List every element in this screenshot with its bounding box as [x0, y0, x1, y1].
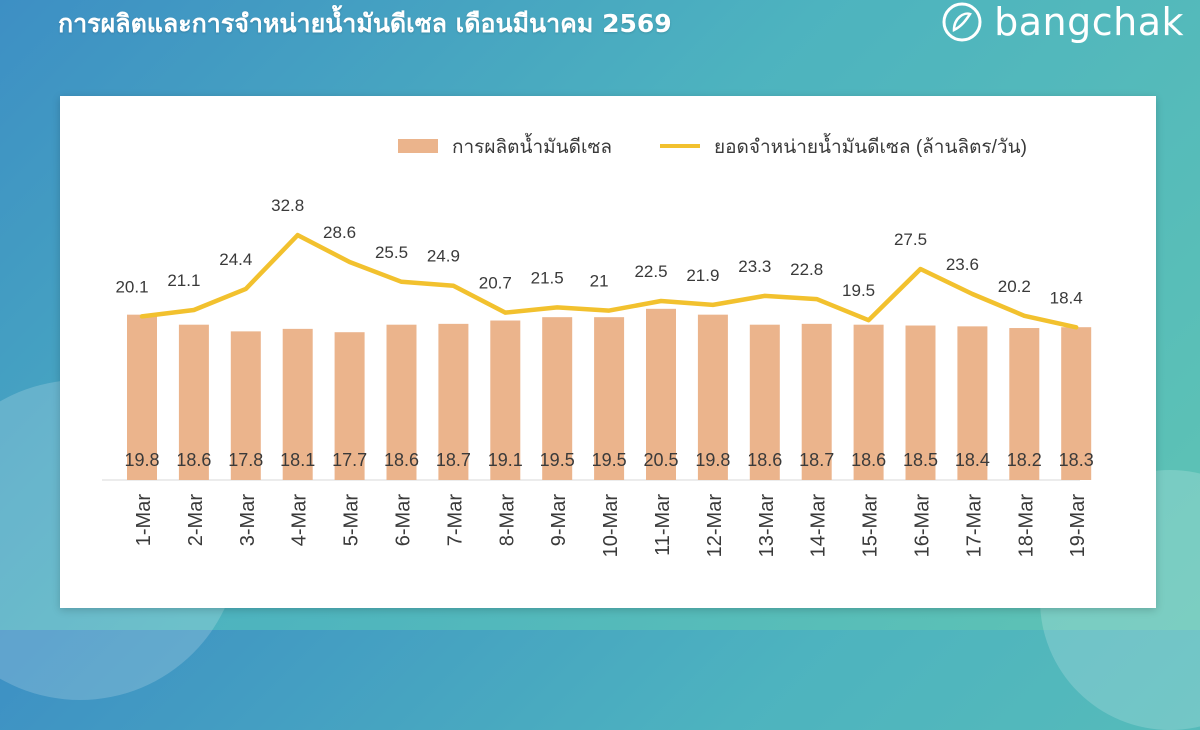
x-tick-label: 9-Mar — [548, 494, 570, 547]
brand-logo: bangchak — [940, 0, 1184, 44]
x-tick-label: 13-Mar — [756, 494, 778, 558]
sales-value-label: 28.6 — [323, 223, 356, 242]
sales-value-label: 32.8 — [271, 196, 304, 215]
production-value-label: 18.2 — [1007, 450, 1042, 470]
sales-value-label: 22.8 — [790, 260, 823, 279]
production-value-label: 18.7 — [436, 450, 471, 470]
production-value-label: 18.6 — [747, 450, 782, 470]
x-tick-label: 14-Mar — [808, 494, 830, 558]
x-tick-label: 2-Mar — [185, 494, 207, 547]
production-value-label: 19.1 — [488, 450, 523, 470]
production-value-label: 19.8 — [124, 450, 159, 470]
sales-value-label: 22.5 — [634, 262, 667, 281]
x-tick-label: 12-Mar — [704, 494, 726, 558]
x-tick-label: 3-Mar — [237, 494, 259, 547]
bar-value-labels: 19.8 18.6 17.8 18.1 17.7 18.6 18.7 19.1 19.5 19.5… — [124, 450, 1093, 470]
x-tick-label: 17-Mar — [963, 494, 985, 558]
x-tick-label: 18-Mar — [1015, 494, 1037, 558]
production-value-label: 18.3 — [1059, 450, 1094, 470]
production-value-label: 18.7 — [799, 450, 834, 470]
chart-panel: การผลิตน้ำมันดีเซล ยอดจำหน่ายน้ำมันดีเซล… — [60, 96, 1156, 608]
production-value-label: 18.1 — [280, 450, 315, 470]
legend-bar-swatch — [398, 139, 438, 153]
production-value-label: 18.6 — [384, 450, 419, 470]
production-value-label: 19.8 — [695, 450, 730, 470]
sales-value-label: 21.9 — [686, 266, 719, 285]
sales-value-label: 20.1 — [115, 277, 148, 296]
sales-value-label: 20.2 — [998, 277, 1031, 296]
x-axis-tick-labels: 1-Mar 2-Mar 3-Mar 4-Mar 5-Mar 6-Mar 7-Mar 8-Mar… — [133, 494, 1089, 558]
production-value-label: 17.7 — [332, 450, 367, 470]
legend-line-label: ยอดจำหน่ายน้ำมันดีเซล (ล้านลิตร/วัน) — [714, 133, 1027, 158]
line-value-labels: 20.1 21.1 24.4 32.8 28.6 25.5 24.9 20.7 21.5 21 22… — [115, 196, 1082, 327]
sales-value-label: 18.4 — [1050, 288, 1083, 307]
legend-bar-label: การผลิตน้ำมันดีเซล — [452, 133, 612, 158]
x-tick-label: 5-Mar — [341, 494, 363, 547]
production-value-label: 18.5 — [903, 450, 938, 470]
page-title: การผลิตและการจำหน่ายน้ำมันดีเซล เดือนมีน… — [58, 4, 672, 44]
x-tick-label: 7-Mar — [444, 494, 466, 547]
production-value-label: 19.5 — [540, 450, 575, 470]
brand-name: bangchak — [994, 0, 1184, 44]
diesel-chart: การผลิตน้ำมันดีเซล ยอดจำหน่ายน้ำมันดีเซล… — [60, 96, 1156, 608]
sales-value-label: 21.1 — [167, 271, 200, 290]
production-value-label: 18.4 — [955, 450, 990, 470]
x-tick-label: 11-Mar — [652, 494, 674, 556]
x-tick-label: 19-Mar — [1067, 494, 1089, 558]
production-value-label: 20.5 — [643, 450, 678, 470]
sales-value-label: 20.7 — [479, 274, 512, 293]
x-tick-label: 1-Mar — [133, 494, 155, 547]
sales-value-label: 21.5 — [531, 268, 564, 287]
sales-value-label: 23.3 — [738, 257, 771, 276]
sales-value-label: 25.5 — [375, 243, 408, 262]
sales-value-label: 24.4 — [219, 250, 252, 269]
chart-legend: การผลิตน้ำมันดีเซล ยอดจำหน่ายน้ำมันดีเซล… — [398, 133, 1027, 158]
production-value-label: 18.6 — [851, 450, 886, 470]
x-tick-label: 4-Mar — [289, 494, 311, 547]
sales-line — [142, 235, 1076, 327]
sales-value-label: 27.5 — [894, 230, 927, 249]
sales-value-label: 19.5 — [842, 281, 875, 300]
production-value-label: 19.5 — [592, 450, 627, 470]
sales-value-label: 21 — [590, 272, 609, 291]
bangchak-logo-icon — [940, 0, 984, 44]
x-tick-label: 16-Mar — [912, 494, 934, 558]
sales-value-label: 24.9 — [427, 247, 460, 266]
x-tick-label: 10-Mar — [600, 494, 622, 558]
x-tick-label: 8-Mar — [496, 494, 518, 547]
production-value-label: 17.8 — [228, 450, 263, 470]
sales-value-label: 23.6 — [946, 255, 979, 274]
x-tick-label: 15-Mar — [860, 494, 882, 558]
production-value-label: 18.6 — [176, 450, 211, 470]
x-tick-label: 6-Mar — [393, 494, 415, 547]
